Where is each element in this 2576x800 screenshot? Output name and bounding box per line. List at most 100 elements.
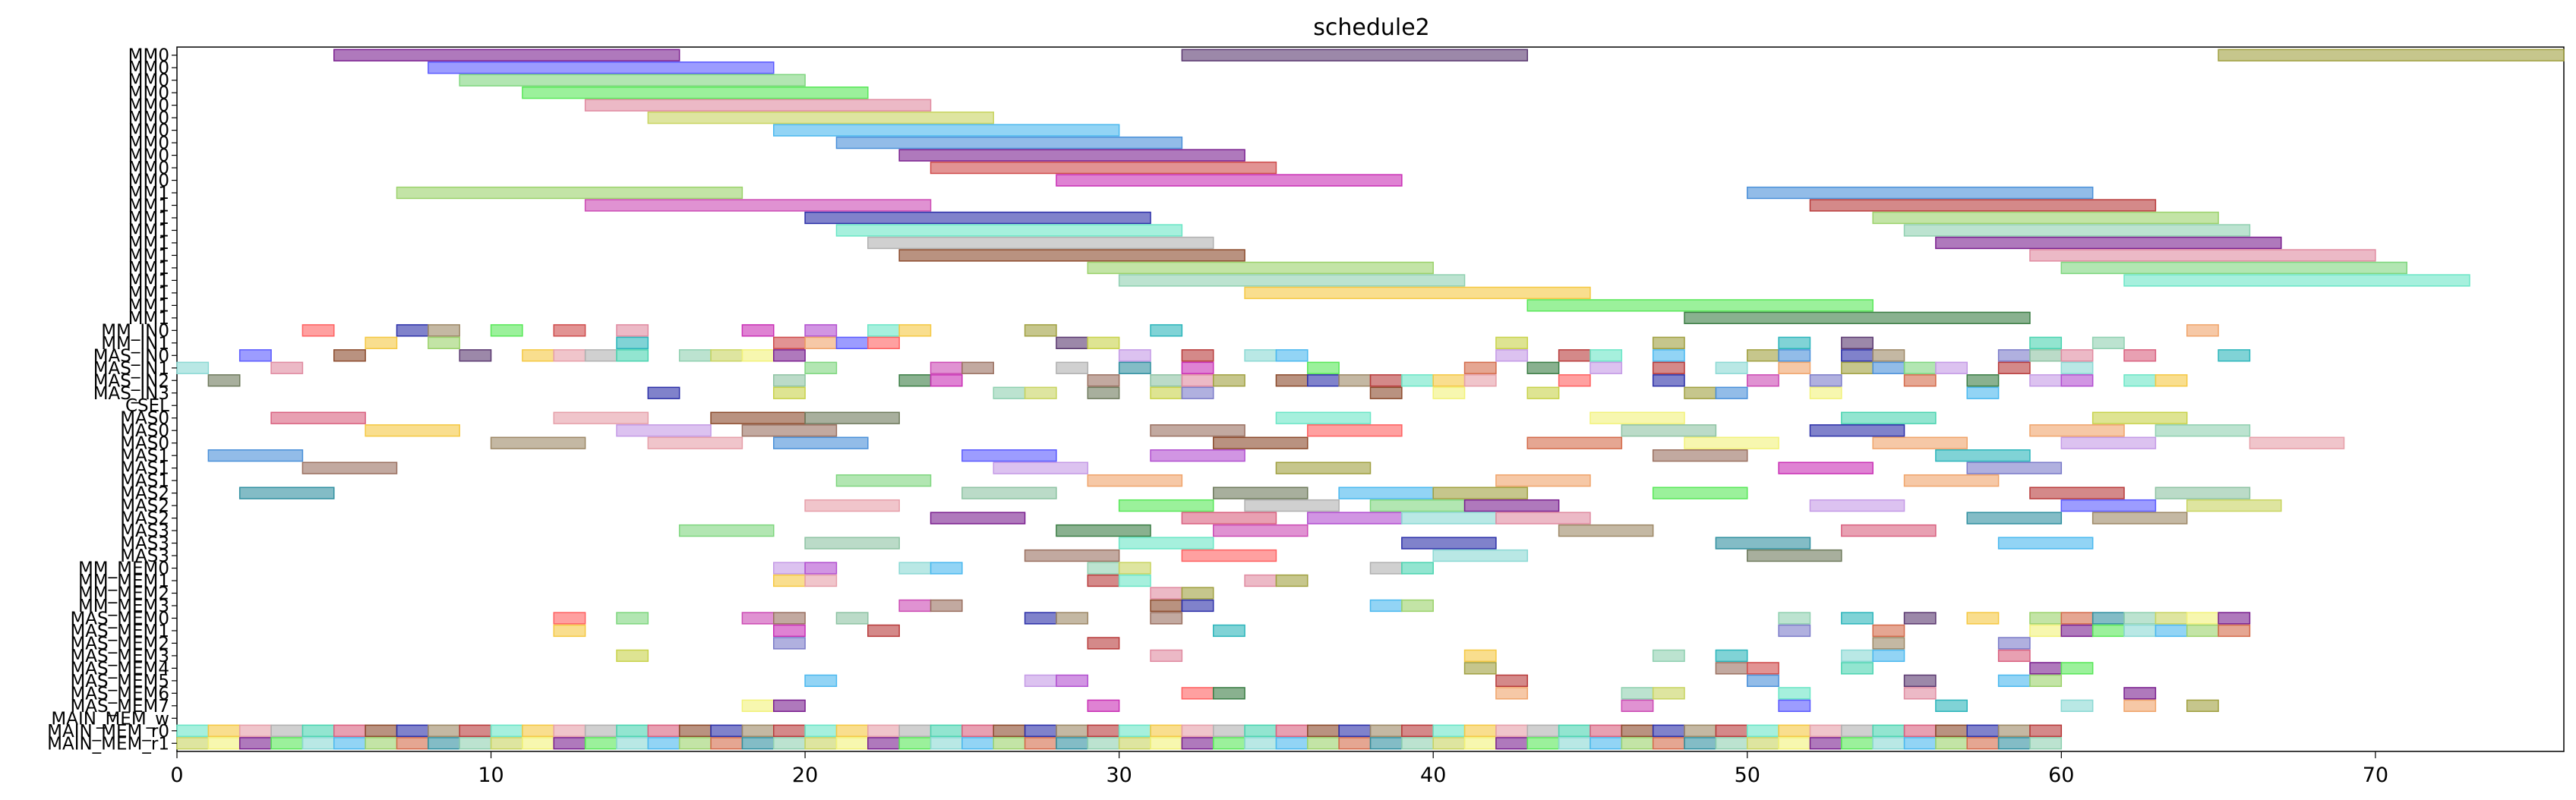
y-tick-label: MAS0 <box>120 434 169 454</box>
gantt-bar <box>930 599 963 613</box>
y-tick-label: MAS0 <box>120 409 169 429</box>
gantt-bar <box>1903 474 2000 487</box>
gantt-bar <box>1463 499 1560 512</box>
gantt-bar <box>1307 424 1403 437</box>
gantt-bar <box>930 737 963 750</box>
gantt-bar <box>1118 349 1151 362</box>
y-tick-label: MAS0 <box>120 421 169 441</box>
gantt-bar <box>1024 737 1057 750</box>
gantt-bar <box>238 487 335 499</box>
gantt-bar <box>207 374 241 387</box>
gantt-bar <box>1432 386 1466 399</box>
gantt-bar <box>1212 436 1309 449</box>
gantt-bar <box>1872 637 1905 650</box>
gantt-bar <box>1809 386 1842 399</box>
gantt-bar <box>396 324 429 337</box>
gantt-bar <box>2029 612 2063 625</box>
gantt-bar <box>835 336 869 349</box>
gantt-bar <box>459 737 492 750</box>
gantt-bar <box>301 461 398 474</box>
gantt-bar <box>1118 361 1151 374</box>
gantt-bar <box>396 724 429 737</box>
y-tick-label: MAS1 <box>120 446 169 466</box>
gantt-bar <box>1841 737 1874 750</box>
gantt-bar <box>459 349 492 362</box>
gantt-bar <box>804 499 900 512</box>
gantt-bar <box>867 737 900 750</box>
gantt-bar <box>1526 361 1560 374</box>
gantt-bar <box>207 724 241 737</box>
gantt-bar <box>1056 174 1403 187</box>
gantt-bar <box>1778 699 1811 713</box>
gantt-bar <box>1181 599 1214 613</box>
gantt-bar <box>2060 349 2094 362</box>
gantt-bar <box>710 411 806 424</box>
gantt-bar <box>1495 724 1529 737</box>
gantt-bar <box>867 624 900 638</box>
gantt-bar <box>522 724 555 737</box>
gantt-bar <box>898 724 932 737</box>
gantt-bar <box>2186 499 2282 512</box>
y-tick-label: MAS_MEM7 <box>70 697 169 717</box>
gantt-bar <box>1589 361 1623 374</box>
gantt-bar <box>2060 699 2094 713</box>
gantt-bar <box>2155 612 2188 625</box>
gantt-bar <box>1401 374 1434 387</box>
gantt-bar <box>2091 624 2125 638</box>
gantt-bar <box>1369 386 1403 399</box>
gantt-bar <box>1087 474 1183 487</box>
gantt-bar <box>1778 361 1811 374</box>
gantt-bar <box>1621 737 1654 750</box>
y-tick-label: MM_MEM3 <box>78 597 169 616</box>
gantt-bar <box>1275 461 1372 474</box>
gantt-bar <box>2029 662 2063 675</box>
gantt-bar <box>1872 361 1905 374</box>
gantt-bar <box>553 411 649 424</box>
gantt-bar <box>333 724 366 737</box>
gantt-bar <box>1966 461 2063 474</box>
gantt-bar <box>867 236 1214 250</box>
gantt-bar <box>804 411 900 424</box>
gantt-bar <box>301 324 335 337</box>
gantt-bar <box>1087 724 1120 737</box>
gantt-bar <box>301 724 335 737</box>
gantt-bar <box>1872 436 1968 449</box>
x-tick-label: 0 <box>170 764 183 787</box>
gantt-bar <box>1872 737 1905 750</box>
gantt-bar <box>1997 674 2031 688</box>
gantt-bar <box>2218 49 2565 61</box>
gantt-bar <box>1809 374 1842 387</box>
gantt-bar <box>1024 612 1057 625</box>
gantt-bar <box>207 737 241 750</box>
gantt-bar <box>1024 549 1120 562</box>
gantt-bar <box>1558 349 1591 362</box>
gantt-bar <box>1212 737 1245 750</box>
gantt-bar <box>2091 512 2188 524</box>
gantt-bar <box>1966 724 2000 737</box>
gantt-bar <box>1212 724 1245 737</box>
y-tick-label: MM0 <box>128 109 169 128</box>
gantt-bar <box>1589 349 1623 362</box>
gantt-bar <box>2060 374 2094 387</box>
gantt-bar <box>773 374 806 387</box>
gantt-bar <box>1841 361 1874 374</box>
y-tick-label: MM1 <box>128 197 169 216</box>
gantt-bar <box>1244 499 1340 512</box>
gantt-bar <box>647 724 680 737</box>
gantt-bar <box>616 724 649 737</box>
gantt-bar <box>961 724 994 737</box>
gantt-bar <box>1275 574 1309 587</box>
gantt-bar <box>616 336 649 349</box>
gantt-bar <box>1275 737 1309 750</box>
y-tick-label: MM1 <box>128 271 169 291</box>
gantt-bar <box>1244 349 1277 362</box>
gantt-bar <box>1652 336 1685 349</box>
gantt-bar <box>1966 374 2000 387</box>
gantt-bar <box>1903 674 1937 688</box>
gantt-bar <box>1307 512 1403 524</box>
gantt-bar <box>1526 737 1560 750</box>
gantt-bar <box>647 111 994 124</box>
gantt-bar <box>270 411 366 424</box>
y-tick-label: MAS3 <box>120 521 169 541</box>
gantt-bar <box>2155 424 2251 437</box>
